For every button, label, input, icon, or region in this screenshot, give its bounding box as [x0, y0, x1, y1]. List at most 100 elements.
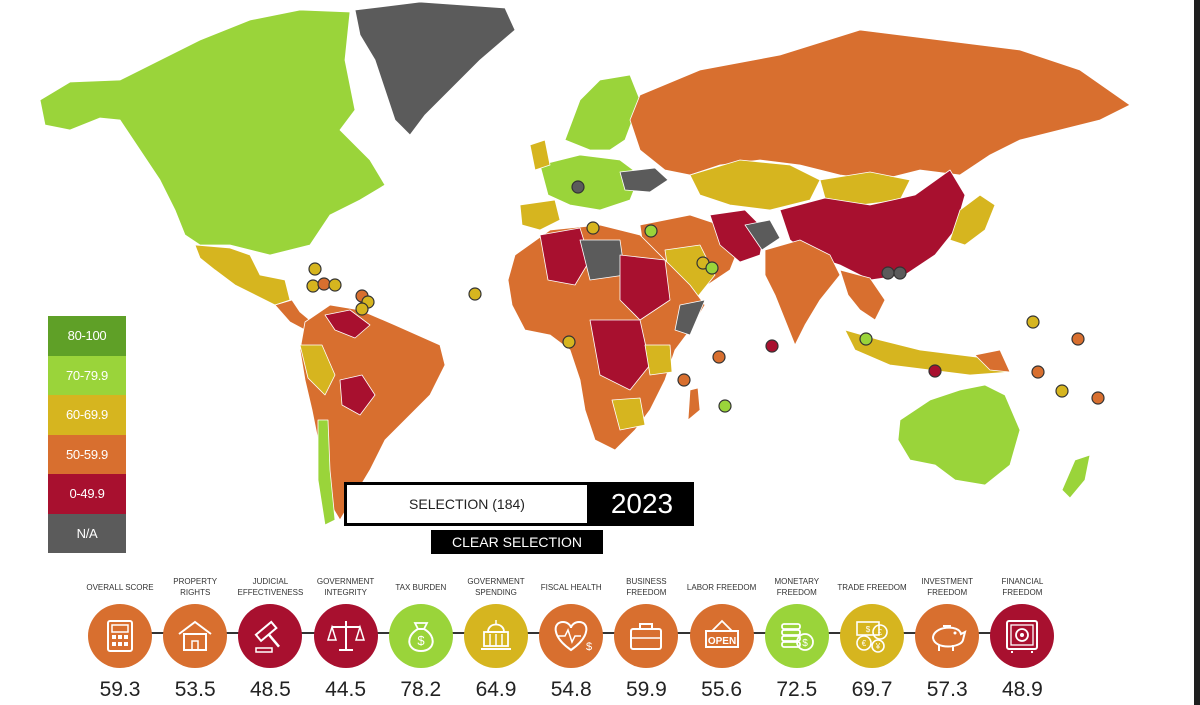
indicator-monetary-freedom[interactable]: MONETARY FREEDOM $72.5 [759, 570, 835, 702]
house-icon[interactable] [163, 604, 228, 668]
legend-60-69[interactable]: 60-69.9 [48, 395, 126, 435]
legend-label: 50-59.9 [66, 446, 108, 462]
selection-dropdown[interactable]: SELECTION (184) [344, 482, 590, 526]
world-map[interactable] [0, 0, 1200, 560]
indicator-government-spending[interactable]: GOVERNMENT SPENDING 64.9 [458, 570, 534, 702]
map-region-madagascar[interactable] [687, 387, 701, 421]
map-region-russia[interactable] [629, 29, 1131, 181]
money-bag-icon[interactable]: $ [388, 604, 453, 668]
map-region-afghanistan[interactable] [744, 219, 781, 251]
svg-text:£: £ [878, 628, 883, 637]
map-region-somalia[interactable] [674, 299, 706, 336]
country-marker[interactable] [328, 278, 342, 292]
indicator-government-integrity[interactable]: GOVERNMENT INTEGRITY 44.5 [308, 570, 384, 702]
svg-text:$: $ [866, 625, 871, 634]
map-region-greenland[interactable] [354, 1, 516, 136]
open-sign-icon[interactable]: OPEN [689, 604, 754, 668]
map-region-uk[interactable] [529, 139, 551, 171]
country-marker[interactable] [718, 399, 732, 413]
country-marker[interactable] [1026, 315, 1040, 329]
map-region-southern-africa[interactable] [611, 397, 646, 431]
legend-80-100[interactable]: 80-100 [48, 316, 126, 356]
country-marker[interactable] [893, 266, 907, 280]
country-marker[interactable] [1071, 332, 1085, 346]
country-marker[interactable] [712, 350, 726, 364]
country-marker[interactable] [355, 302, 369, 316]
briefcase-icon[interactable] [614, 604, 679, 668]
country-marker[interactable] [859, 332, 873, 346]
coins-icon[interactable]: $ [764, 604, 829, 668]
legend-na[interactable]: N/A [48, 513, 126, 553]
indicator-trade-freedom[interactable]: TRADE FREEDOM $ £ € ¥69.7 [834, 570, 910, 702]
map-region-europe-north[interactable] [564, 74, 641, 151]
country-marker[interactable] [644, 224, 658, 238]
map-region-iran[interactable] [709, 209, 766, 263]
gavel-icon[interactable] [238, 604, 303, 668]
indicator-label: INVESTMENT FREEDOM [921, 577, 973, 597]
country-marker[interactable] [562, 335, 576, 349]
map-region-central-africa[interactable] [589, 319, 651, 391]
country-marker[interactable] [765, 339, 779, 353]
clear-selection-button[interactable]: CLEAR SELECTION [431, 530, 603, 554]
calculator-icon[interactable] [88, 604, 152, 668]
country-marker[interactable] [306, 279, 320, 293]
map-region-algeria[interactable] [539, 227, 591, 286]
map-region-peru[interactable] [299, 344, 336, 396]
map-region-southeast-asia[interactable] [839, 269, 886, 321]
safe-icon[interactable] [990, 604, 1055, 668]
country-marker[interactable] [571, 180, 585, 194]
country-marker[interactable] [1091, 391, 1105, 405]
map-region-spain[interactable] [519, 199, 561, 231]
capitol-icon[interactable] [464, 604, 528, 668]
map-region-venezuela[interactable] [324, 309, 371, 339]
map-region-europe-west[interactable] [539, 154, 641, 211]
country-marker[interactable] [586, 221, 600, 235]
country-marker[interactable] [1031, 365, 1045, 379]
indicator-judicial-effectiveness[interactable]: JUDICIAL EFFECTIVENESS 48.5 [232, 570, 308, 702]
country-marker[interactable] [705, 261, 719, 275]
svg-text:¥: ¥ [875, 642, 881, 651]
year-selector[interactable]: 2023 [590, 482, 694, 526]
map-region-chile[interactable] [317, 419, 336, 526]
indicator-financial-freedom[interactable]: FINANCIAL FREEDOM 48.9 [984, 570, 1060, 702]
indicator-overall-score[interactable]: OVERALL SCORE 59.3 [82, 570, 158, 702]
indicator-business-freedom[interactable]: BUSINESS FREEDOM 59.9 [608, 570, 684, 702]
scales-icon[interactable] [313, 604, 378, 668]
currency-icon[interactable]: $ £ € ¥ [840, 604, 904, 668]
map-region-australia[interactable] [897, 384, 1021, 486]
map-region-new-zealand[interactable] [1061, 454, 1091, 499]
indicator-label: TAX BURDEN [395, 582, 447, 592]
indicator-label: GOVERNMENT SPENDING [467, 577, 525, 597]
legend-50-59[interactable]: 50-59.9 [48, 434, 126, 474]
indicator-value: 69.7 [851, 678, 893, 701]
map-region-mexico[interactable] [194, 244, 291, 306]
country-marker[interactable] [928, 364, 942, 378]
country-marker[interactable] [1055, 384, 1069, 398]
indicator-property-rights[interactable]: PROPERTY RIGHTS 53.5 [157, 570, 233, 702]
country-marker[interactable] [317, 277, 331, 291]
legend-0-49[interactable]: 0-49.9 [48, 474, 126, 514]
map-region-sudan[interactable] [619, 254, 671, 321]
legend-70-79[interactable]: 70-79.9 [48, 355, 126, 395]
map-region-papua[interactable] [974, 349, 1011, 373]
country-marker[interactable] [881, 266, 895, 280]
map-region-japan[interactable] [949, 194, 996, 246]
indicator-fiscal-health[interactable]: FISCAL HEALTH $54.8 [533, 570, 609, 702]
country-marker[interactable] [308, 262, 322, 276]
map-region-bolivia[interactable] [339, 374, 376, 416]
piggy-bank-icon[interactable] [915, 604, 980, 668]
country-marker[interactable] [468, 287, 482, 301]
map-region-south-america[interactable] [299, 304, 446, 521]
country-marker[interactable] [677, 373, 691, 387]
map-region-ukraine[interactable] [619, 167, 669, 193]
map-region-tanzania[interactable] [644, 344, 673, 376]
year-label: 2023 [610, 488, 674, 519]
heartbeat-icon[interactable]: $ [539, 604, 604, 668]
indicator-tax-burden[interactable]: TAX BURDEN $78.2 [383, 570, 459, 702]
legend-label: 70-79.9 [66, 367, 108, 383]
map-region-india[interactable] [764, 239, 841, 346]
map-region-north-america[interactable] [39, 9, 386, 256]
indicator-labor-freedom[interactable]: LABOR FREEDOM OPEN 55.6 [684, 570, 760, 702]
indicator-investment-freedom[interactable]: INVESTMENT FREEDOM 57.3 [909, 570, 985, 702]
map-region-kazakhstan[interactable] [689, 159, 821, 211]
